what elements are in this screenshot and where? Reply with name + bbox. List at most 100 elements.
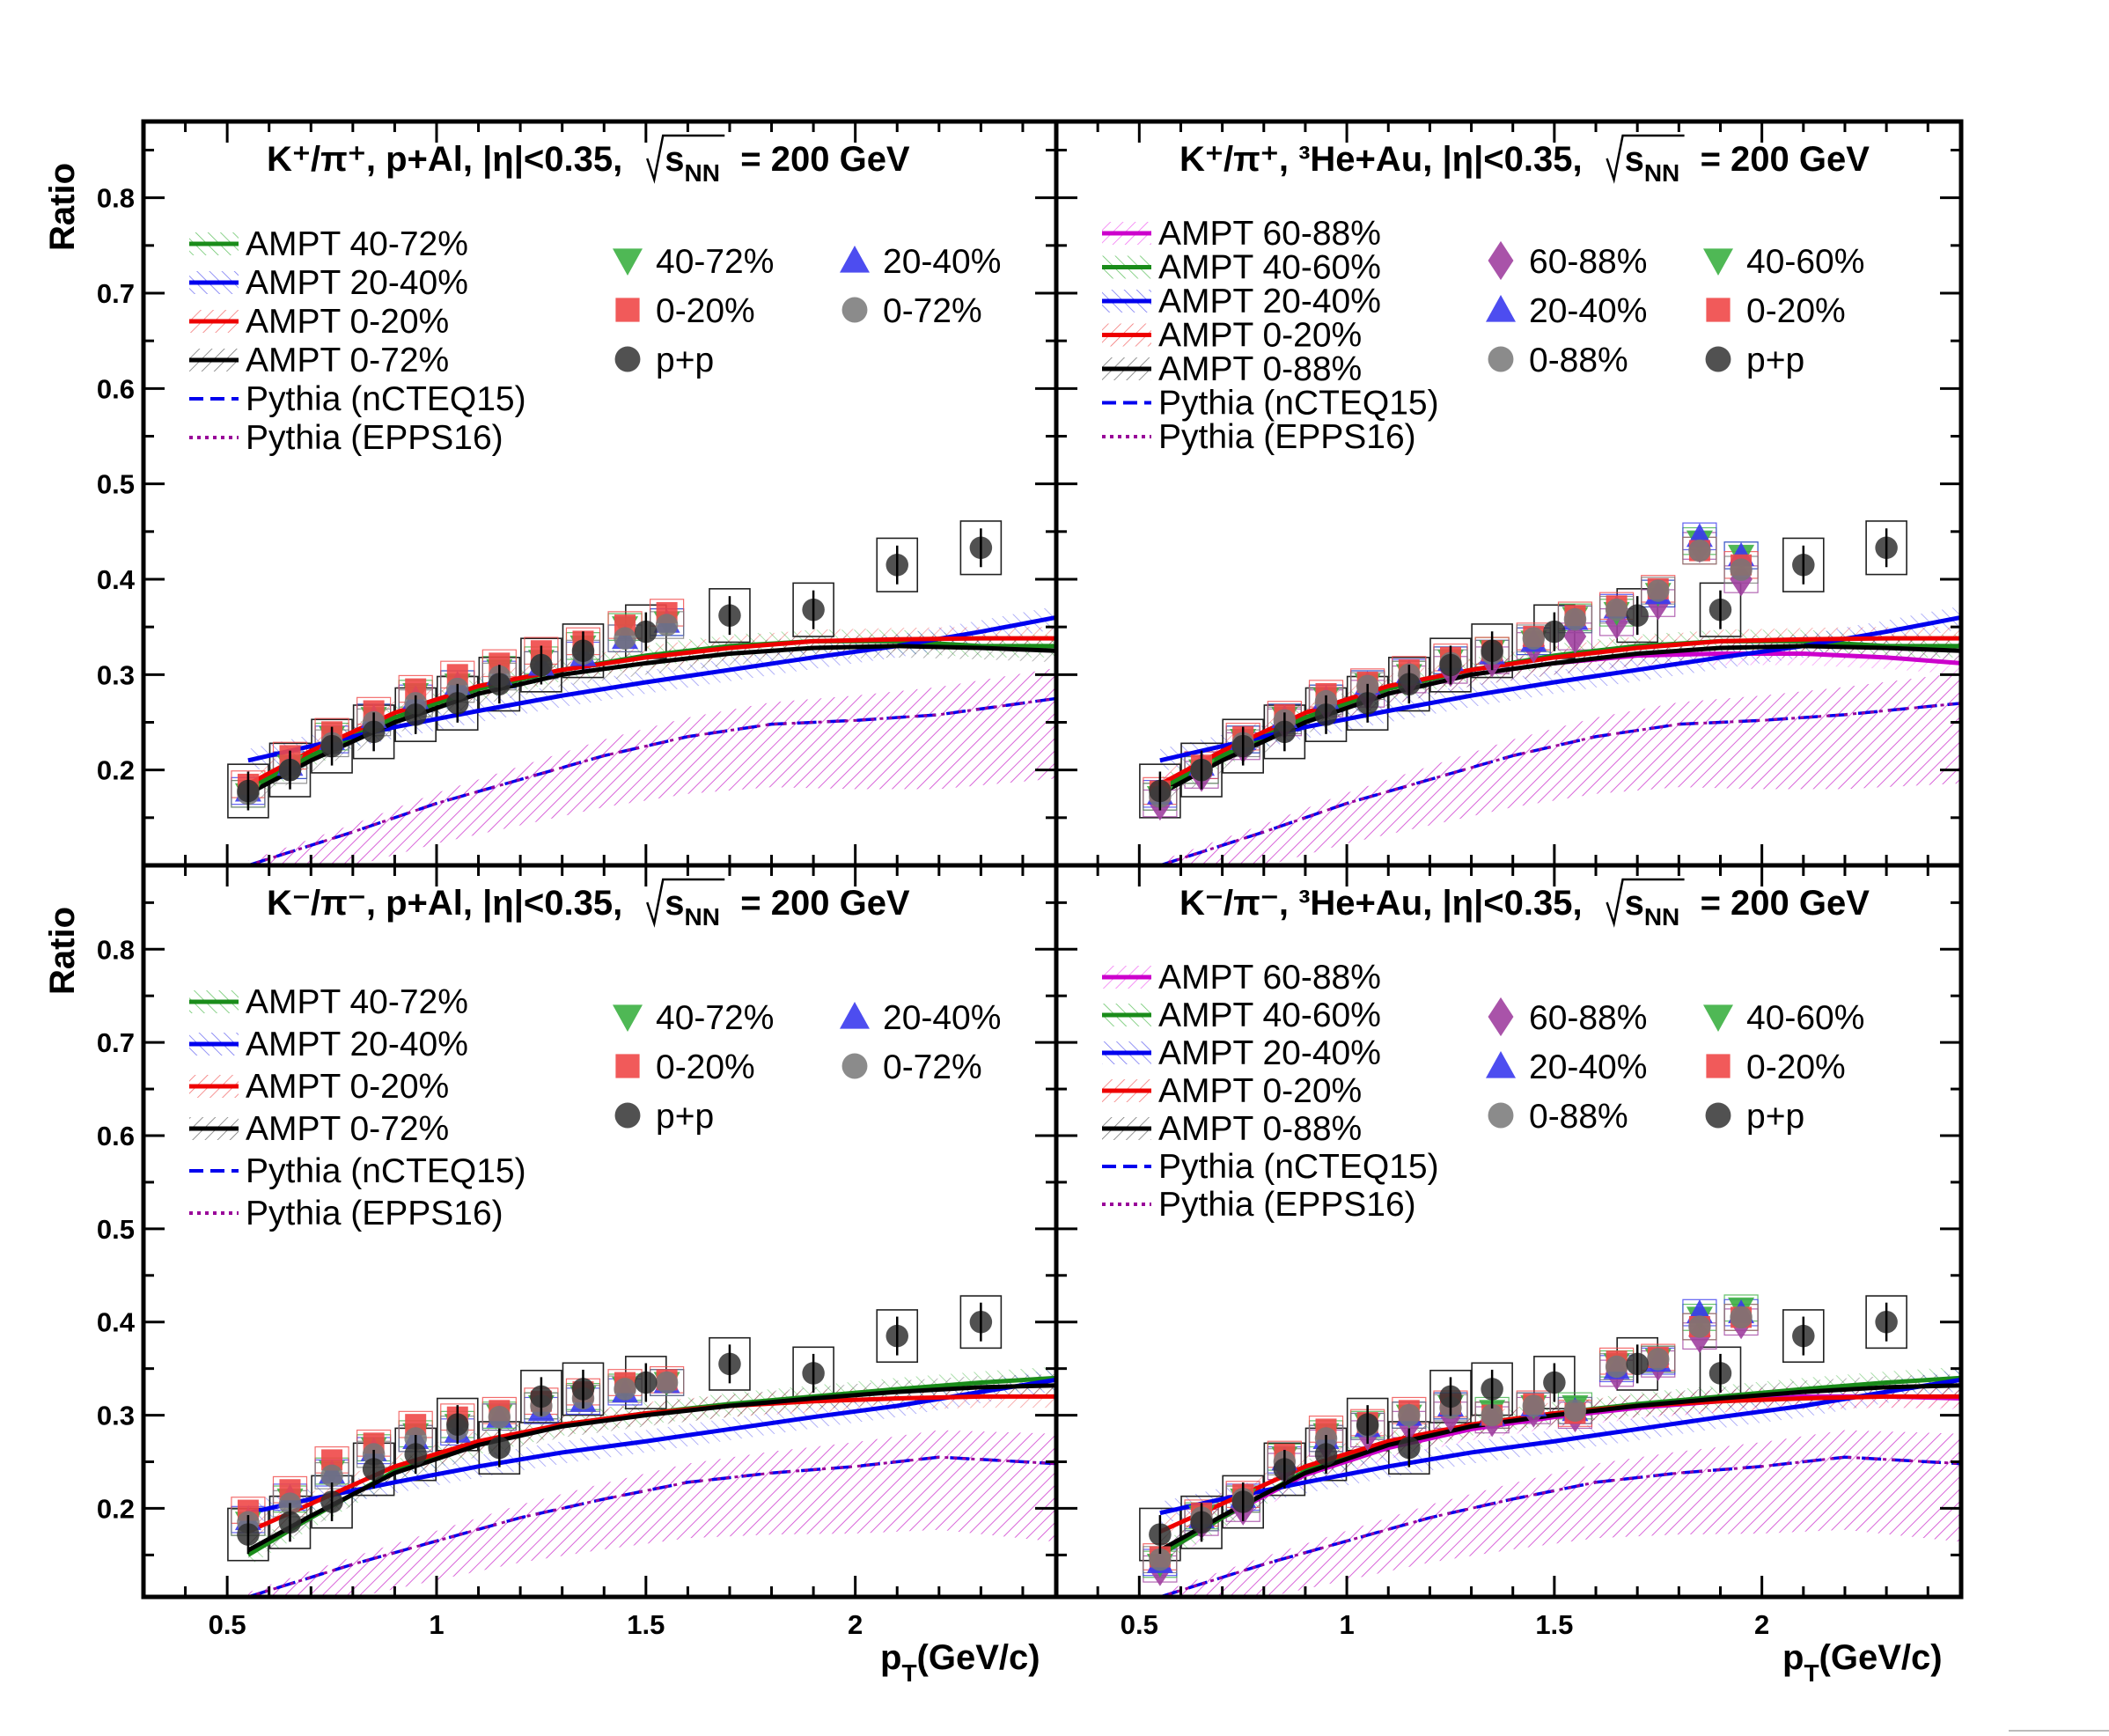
legend-label: AMPT 20-40%: [246, 264, 468, 302]
curve-pythia-epps16-: [1159, 1455, 1961, 1597]
plot-area: [227, 1295, 1056, 1597]
legend-label: AMPT 60-88%: [1158, 959, 1381, 997]
systematic-box: [959, 520, 1003, 576]
y-tick-label: 0.7: [97, 278, 135, 309]
systematic-box: [876, 1309, 919, 1364]
data-point: [1647, 1348, 1670, 1371]
systematic-box: [227, 763, 269, 819]
legend-label: AMPT 0-72%: [246, 342, 449, 379]
legend-marker: [615, 298, 640, 322]
curve-ampt-0-88-: [1158, 1383, 1961, 1553]
panel-top-left: 0.2 0.3 0.4 0.5 0.6 0.7 0.8 K⁺/π⁺, p+Al, |η|<0.…: [97, 119, 1059, 868]
legend-marker-label: 20-40%: [1529, 1048, 1647, 1086]
legend-marker-label: 0-20%: [1746, 292, 1846, 330]
y-axis-label-top: Ratio: [43, 163, 82, 251]
systematic-box: [959, 1295, 1003, 1350]
energy-label: = 200 GeV: [1701, 140, 1870, 179]
systematic-box: [1699, 582, 1742, 637]
sqrt-symbol: [1606, 134, 1685, 184]
x-tick-label: 1: [1339, 1609, 1354, 1640]
y-tick-label: 0.4: [97, 1307, 136, 1338]
legend-marker: [1703, 1004, 1733, 1032]
curve-pythia-epps16-: [247, 1455, 1056, 1597]
legend-marker: [1706, 1054, 1731, 1078]
pythia-band: [1159, 673, 1961, 865]
legend-label: Pythia (nCTEQ15): [246, 1152, 526, 1190]
legend-marker: [1703, 248, 1733, 276]
svg-text:pT(GeV/c): pT(GeV/c): [1782, 1638, 1943, 1687]
plot-area: [227, 520, 1056, 865]
data-point: [1563, 607, 1587, 631]
legend-label: AMPT 0-88%: [1158, 1110, 1362, 1148]
legend-marker: [614, 346, 641, 372]
energy-label: = 200 GeV: [1701, 884, 1870, 923]
y-tick-label: 0.8: [97, 934, 135, 965]
legend-label: Pythia (nCTEQ15): [1158, 1148, 1439, 1186]
sqrt-symbol: [646, 878, 725, 928]
panel-title: K⁺/π⁺, ³He+Au, |η|<0.35,: [1179, 140, 1583, 179]
x-axis-label-left: pT(GeV/c): [880, 1638, 1040, 1687]
legend-marker-label: 0-88%: [1529, 1098, 1628, 1136]
systematic-box: [562, 1362, 605, 1416]
legend-marker: [1488, 346, 1514, 372]
legend-marker-label: p+p: [1746, 342, 1804, 379]
legend-marker-label: 40-60%: [1746, 999, 1864, 1037]
data-point: [1688, 1315, 1711, 1338]
x-axis-label-right: pT(GeV/c): [1782, 1638, 1943, 1687]
legend-marker-label: p+p: [656, 1098, 714, 1136]
legend-label: Pythia (nCTEQ15): [246, 380, 526, 418]
x-tick-label: 0.5: [1121, 1609, 1158, 1640]
legend-label: AMPT 40-60%: [1158, 997, 1381, 1034]
x-tick-label: 1.5: [1535, 1609, 1573, 1640]
legend-marker: [1486, 1051, 1516, 1078]
data-point: [614, 1378, 636, 1401]
x-tick-label: 1: [429, 1609, 444, 1640]
systematic-box: [709, 1336, 751, 1391]
legend-label: Pythia (EPPS16): [246, 1195, 503, 1232]
data-point: [1730, 558, 1753, 581]
data-point: [1605, 598, 1628, 622]
y-tick-label: 0.7: [97, 1027, 135, 1058]
legend-marker-label: 40-72%: [656, 243, 774, 281]
legend-label: AMPT 0-20%: [246, 303, 449, 341]
y-tick-label: 0.5: [97, 1214, 135, 1245]
systematic-box: [876, 537, 919, 592]
systematic-box: [709, 588, 751, 644]
legend-label: AMPT 40-72%: [246, 225, 468, 263]
legend-marker-label: p+p: [1746, 1098, 1804, 1136]
data-point: [488, 1405, 511, 1429]
legend-marker: [614, 1102, 641, 1129]
legend-marker-label: 60-88%: [1529, 999, 1647, 1037]
x-tick-label: 1.5: [627, 1609, 665, 1640]
data-point: [655, 1371, 679, 1394]
legend-label: AMPT 20-40%: [1158, 1034, 1381, 1072]
data-point: [1730, 1306, 1753, 1329]
legend-marker: [1705, 1102, 1731, 1129]
energy-label: = 200 GeV: [740, 884, 910, 923]
systematic-box: [1865, 1295, 1907, 1350]
systematic-box: [792, 582, 834, 637]
legend-label: AMPT 0-20%: [1158, 317, 1362, 355]
legend-label: Pythia (nCTEQ15): [1158, 385, 1439, 423]
legend-marker: [840, 1002, 870, 1029]
sqrt-label: sNN: [1625, 884, 1680, 931]
curve-pythia-ncteq15-: [247, 696, 1056, 865]
legend-marker-label: 0-20%: [656, 292, 755, 330]
data-point: [1647, 579, 1670, 602]
plot-area: [1139, 520, 1961, 865]
legend-marker: [613, 248, 643, 276]
legend-marker: [1488, 240, 1514, 281]
legend-label: AMPT 40-60%: [1158, 249, 1381, 287]
systematic-box: [1865, 520, 1907, 576]
panel-title: K⁻/π⁻, p+Al, |η|<0.35,: [267, 884, 622, 923]
energy-label: = 200 GeV: [740, 140, 910, 179]
legend-marker: [1706, 298, 1731, 322]
legend-marker: [1488, 1102, 1514, 1129]
x-tick-label: 0.5: [209, 1609, 246, 1640]
y-tick-label: 0.6: [97, 373, 135, 404]
curve-pythia-epps16-: [247, 696, 1056, 865]
data-point: [1563, 1399, 1587, 1423]
data-point: [1522, 627, 1546, 650]
systematic-box: [520, 1369, 562, 1423]
plot-area: [1139, 1294, 1961, 1597]
